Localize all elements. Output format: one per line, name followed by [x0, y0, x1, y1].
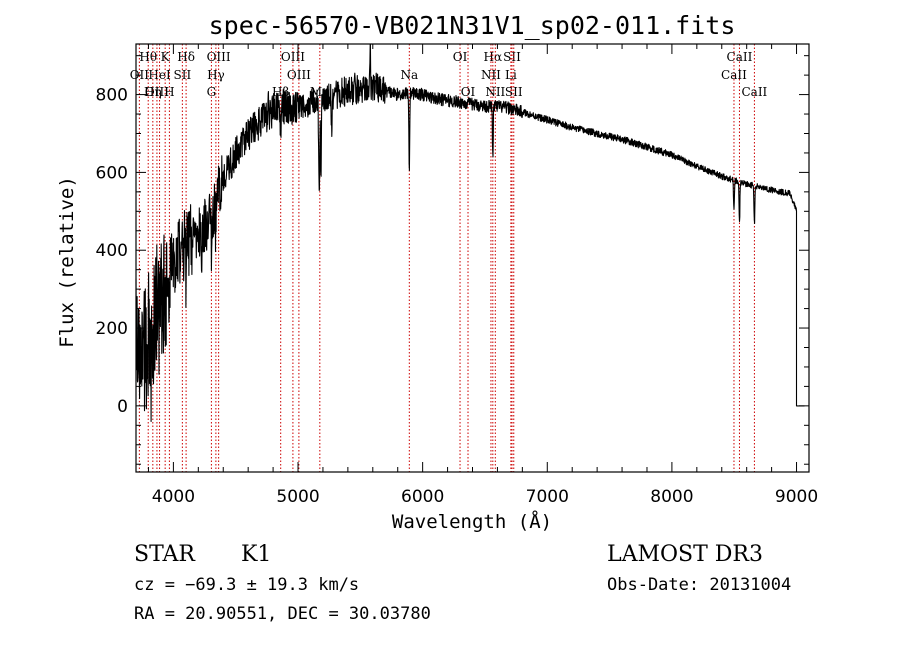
y-tick-label: 600	[96, 163, 128, 183]
line-marker-label: H	[164, 85, 174, 99]
line-marker-label: Hη	[144, 85, 162, 99]
line-marker-label: CaII	[741, 85, 767, 99]
x-tick-label: 8000	[650, 487, 693, 507]
y-tick-label: 400	[96, 241, 128, 261]
line-marker-label: CaII	[727, 50, 753, 64]
line-marker-label: NII	[481, 68, 501, 82]
line-marker-label: OI	[453, 50, 468, 64]
line-marker-label: Hθ	[139, 50, 157, 64]
x-tick-label: 4000	[152, 487, 195, 507]
line-marker-label: SII	[505, 85, 523, 99]
line-marker-label: OIII	[207, 50, 231, 64]
x-axis-ticks: 4000 5000 6000 7000 8000 9000	[147, 44, 818, 507]
y-tick-label: 0	[117, 397, 128, 417]
line-marker-label: Li	[505, 68, 517, 82]
coordinates-label: RA = 20.90551, DEC = 30.03780	[134, 604, 431, 624]
redshift-label: cz = −69.3 ± 19.3 km/s	[134, 575, 359, 595]
object-class: STAR	[134, 542, 196, 567]
spectrum-line	[135, 43, 805, 423]
y-tick-label: 200	[96, 319, 128, 339]
x-axis-label: Wavelength (Å)	[392, 510, 552, 533]
x-tick-label: 7000	[526, 487, 569, 507]
line-marker-label: Na	[400, 68, 418, 82]
line-marker-label: OIII	[287, 68, 311, 82]
line-marker-label: OIII	[145, 85, 169, 99]
line-marker-label: OI	[461, 85, 476, 99]
line-marker-label: G	[207, 85, 217, 99]
y-axis-label: Flux (relative)	[56, 176, 78, 348]
line-marker-label: OIII	[281, 50, 305, 64]
x-tick-label: 9000	[775, 487, 818, 507]
line-marker-label: HeI	[148, 68, 171, 82]
survey-name: LAMOST DR3	[607, 542, 763, 567]
object-subclass: K1	[241, 542, 271, 567]
line-marker-label: Hγ	[207, 68, 225, 82]
line-marker-label: SII	[174, 68, 192, 82]
chart-title: spec-56570-VB021N31V1_sp02-011.fits	[209, 11, 736, 40]
line-marker-label: SII	[503, 50, 521, 64]
y-axis-ticks: 0 200 400 600 800	[96, 55, 809, 465]
x-tick-label: 6000	[401, 487, 444, 507]
obs-date-label: Obs-Date: 20131004	[607, 575, 791, 595]
y-tick-label: 800	[96, 86, 128, 106]
line-marker-label: Hα	[484, 50, 503, 64]
line-marker-label: CaII	[721, 68, 747, 82]
x-tick-label: 5000	[276, 487, 319, 507]
line-marker-label: NII	[485, 85, 505, 99]
line-marker-label: Hδ	[177, 50, 195, 64]
line-marker-label: K	[161, 50, 171, 64]
